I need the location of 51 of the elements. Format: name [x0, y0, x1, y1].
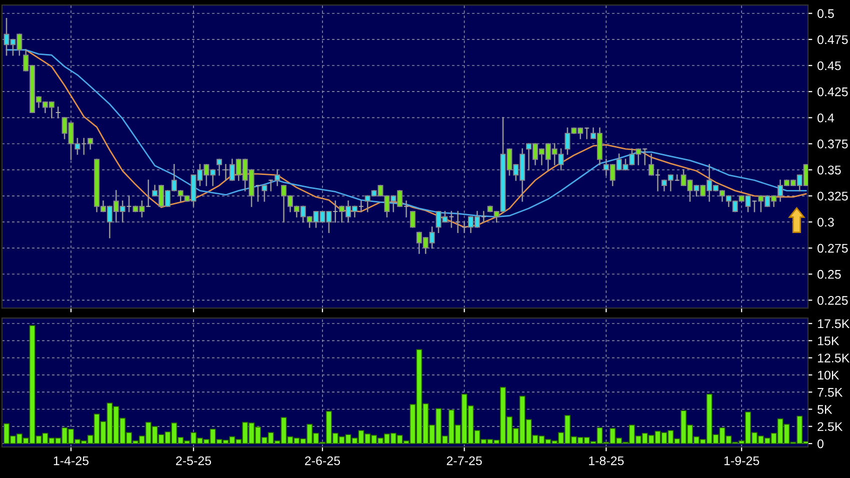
- y-tick-label: 0.4: [818, 113, 834, 122]
- candlestick: [455, 210, 461, 234]
- candlestick: [655, 169, 661, 192]
- y-tick-label: 0.225: [818, 296, 848, 305]
- y-tick-label: 10K: [818, 370, 840, 380]
- candlestick: [126, 195, 132, 212]
- y-tick-label: 7.5K: [818, 388, 843, 397]
- candlestick: [358, 200, 364, 212]
- candlestick: [146, 180, 152, 207]
- candlestick: [404, 200, 410, 218]
- candlestick: [480, 210, 486, 223]
- candlestick: [268, 180, 274, 192]
- candlestick: [584, 127, 590, 140]
- y-tick-label: 2.5K: [818, 422, 843, 432]
- candlestick: [216, 158, 222, 176]
- candlestick: [642, 148, 648, 166]
- y-tick-label: 17.5K: [818, 319, 850, 328]
- y-tick-label: 0.45: [818, 61, 841, 70]
- candlestick: [255, 184, 261, 202]
- candlestick: [648, 154, 654, 176]
- candlestick: [81, 138, 87, 155]
- y-tick-label: 0.425: [818, 87, 848, 96]
- y-tick-label: 0.375: [818, 140, 848, 148]
- y-tick-label: 0: [818, 439, 824, 448]
- y-tick-label: 0.3: [818, 218, 834, 227]
- candlestick: [332, 200, 338, 223]
- x-tick-label: 1-8-25: [589, 456, 624, 466]
- y-tick-label: 0.325: [818, 192, 848, 201]
- candlestick: [674, 174, 680, 181]
- y-tick-label: 0.5: [818, 9, 834, 18]
- y-tick-label: 15K: [818, 336, 840, 346]
- candlestick: [752, 200, 758, 212]
- x-tick-label: 2-7-25: [446, 456, 482, 466]
- candlestick: [448, 210, 454, 228]
- x-tick-label: 1-9-25: [724, 456, 760, 466]
- y-tick-label: 0.35: [818, 166, 841, 174]
- x-tick-label: 2-5-25: [176, 456, 212, 466]
- candlestick: [55, 106, 61, 118]
- x-tick-label: 2-6-25: [305, 456, 340, 466]
- candlestick: [262, 184, 268, 202]
- y-tick-label: 12.5K: [818, 354, 850, 362]
- y-tick-label: 0.475: [818, 35, 848, 44]
- candlestick: [462, 221, 468, 234]
- candlestick: [223, 164, 228, 181]
- y-tick-label: 0.25: [818, 270, 841, 279]
- candlestick: [410, 210, 416, 228]
- candlestick: [88, 138, 94, 150]
- candlestick: [274, 169, 280, 186]
- x-tick-label: 1-4-25: [54, 456, 89, 466]
- y-tick-label: 5K: [818, 405, 832, 414]
- y-tick-label: 0.275: [818, 244, 848, 253]
